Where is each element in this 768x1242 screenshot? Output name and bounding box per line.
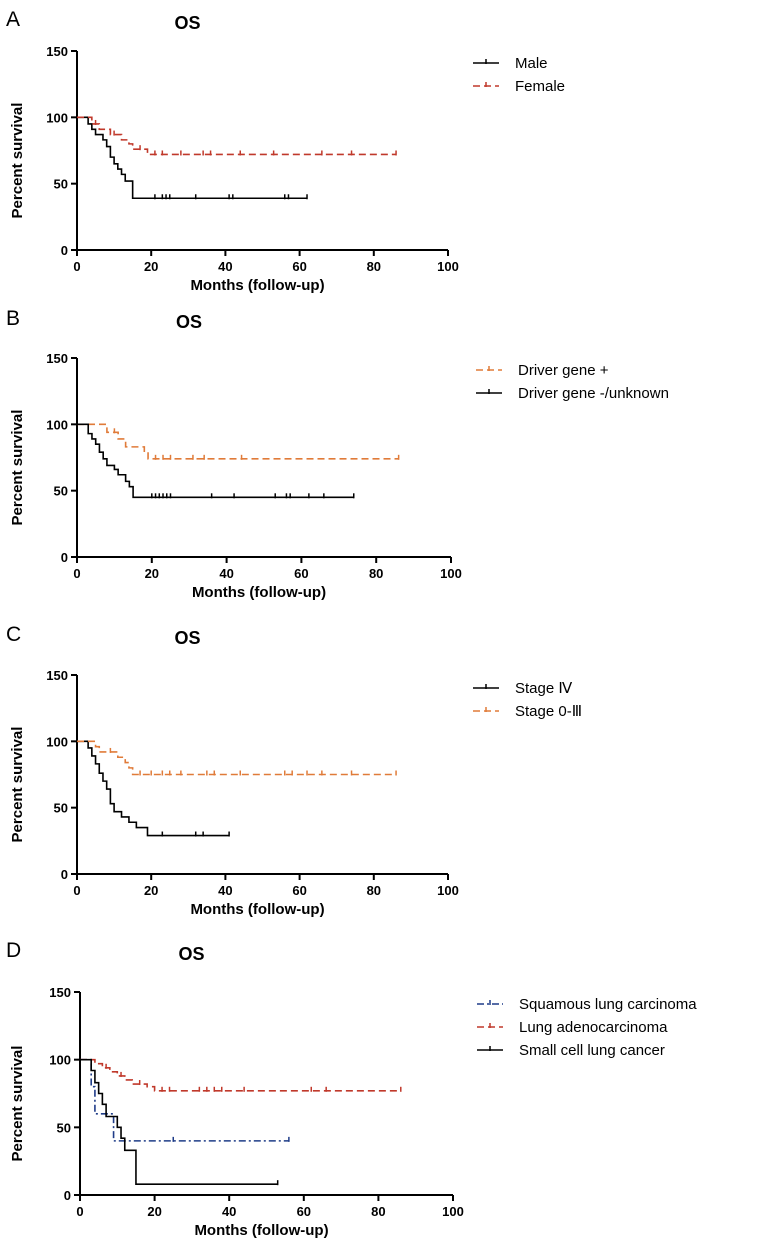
x-tick-label: 100	[442, 1204, 464, 1219]
legend-label: Stage Ⅳ	[515, 680, 572, 697]
chart-title: OS	[174, 13, 200, 33]
x-axis-label: Months (follow-up)	[192, 584, 326, 601]
series-line-1	[77, 116, 308, 200]
panel-letter: D	[6, 939, 21, 962]
panel-c: C OS 0 50 100 150 0 20 40 60 80 100 Months (follow-u…	[6, 623, 582, 918]
x-tick-label: 40	[219, 566, 233, 581]
y-tick-label: 0	[61, 867, 68, 882]
series-line-2	[77, 740, 397, 776]
y-tick-label: 0	[64, 1188, 71, 1203]
x-tick-label: 20	[145, 566, 159, 581]
y-tick-label: 50	[54, 484, 68, 499]
x-tick-label: 0	[73, 566, 80, 581]
panel-a: A OS 0 50 100 150 0 20 40 60 80 100 Months (follow-u…	[6, 8, 565, 294]
series-line-2	[77, 423, 354, 499]
x-tick-label: 0	[76, 1204, 83, 1219]
series-line-3	[80, 1058, 278, 1185]
legend-label: Stage 0-Ⅲ	[515, 703, 582, 720]
y-axis-label: Percent survival	[9, 103, 26, 219]
legend-label: Driver gene +	[518, 362, 609, 379]
y-tick-label: 100	[46, 110, 68, 125]
y-tick-label: 100	[46, 734, 68, 749]
y-tick-label: 100	[49, 1053, 71, 1068]
y-tick-label: 150	[49, 985, 71, 1000]
x-tick-label: 0	[73, 259, 80, 274]
x-tick-label: 40	[218, 259, 232, 274]
y-tick-label: 50	[57, 1120, 71, 1135]
legend-label: Female	[515, 78, 565, 95]
series-line-2	[77, 116, 397, 156]
x-axis-label: Months (follow-up)	[190, 277, 324, 294]
y-tick-label: 50	[54, 177, 68, 192]
legend-label: Male	[515, 55, 548, 72]
legend-label: Squamous lung carcinoma	[519, 996, 697, 1013]
y-tick-label: 50	[54, 801, 68, 816]
legend-label: Small cell lung cancer	[519, 1042, 665, 1059]
x-tick-label: 80	[371, 1204, 385, 1219]
x-tick-label: 40	[218, 883, 232, 898]
x-axis-label: Months (follow-up)	[194, 1222, 328, 1239]
y-tick-label: 100	[46, 417, 68, 432]
x-tick-label: 80	[367, 259, 381, 274]
x-tick-label: 0	[73, 883, 80, 898]
y-tick-label: 150	[46, 351, 68, 366]
x-tick-label: 20	[147, 1204, 161, 1219]
legend-label: Lung adenocarcinoma	[519, 1019, 668, 1036]
panel-letter: C	[6, 623, 21, 646]
x-tick-label: 20	[144, 259, 158, 274]
y-axis-label: Percent survival	[9, 410, 26, 526]
series-line-1	[77, 423, 399, 460]
x-tick-label: 100	[437, 883, 459, 898]
x-axis-label: Months (follow-up)	[190, 901, 324, 918]
series-line-1	[77, 740, 230, 837]
x-tick-label: 60	[297, 1204, 311, 1219]
x-tick-label: 20	[144, 883, 158, 898]
y-tick-label: 0	[61, 550, 68, 565]
chart-title: OS	[174, 628, 200, 648]
x-tick-label: 100	[437, 259, 459, 274]
chart-title: OS	[178, 944, 204, 964]
x-tick-label: 80	[367, 883, 381, 898]
x-tick-label: 100	[440, 566, 462, 581]
panel-d: D OS 0 50 100 150 0 20 40 60 80 100 Months (follow-u…	[6, 939, 697, 1239]
chart-title: OS	[176, 312, 202, 332]
y-tick-label: 0	[61, 243, 68, 258]
panel-letter: A	[6, 8, 20, 31]
x-tick-label: 60	[292, 883, 306, 898]
panel-b: B OS 0 50 100 150 0 20 40 60 80 100 Months (follow-u…	[6, 307, 669, 601]
x-tick-label: 80	[369, 566, 383, 581]
y-tick-label: 150	[46, 44, 68, 59]
y-axis-label: Percent survival	[9, 1046, 26, 1162]
y-axis-label: Percent survival	[9, 727, 26, 843]
legend-label: Driver gene -/unknown	[518, 385, 669, 402]
x-tick-label: 60	[292, 259, 306, 274]
panel-letter: B	[6, 307, 20, 330]
x-tick-label: 40	[222, 1204, 236, 1219]
series-line-1	[80, 1058, 289, 1142]
x-tick-label: 60	[294, 566, 308, 581]
series-line-2	[80, 1058, 401, 1092]
y-tick-label: 150	[46, 668, 68, 683]
